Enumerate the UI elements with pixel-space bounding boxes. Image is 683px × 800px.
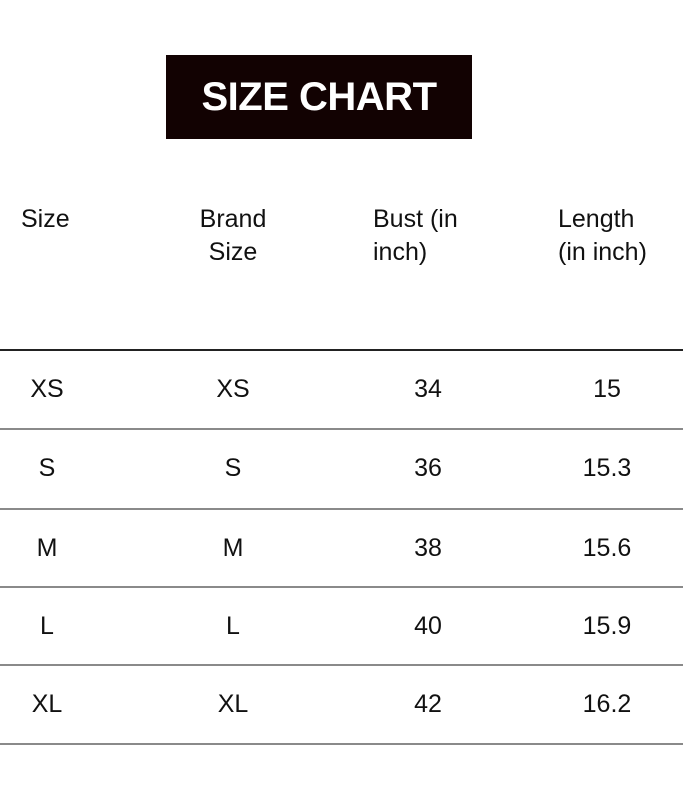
header-brand-size-line1: Brand bbox=[199, 205, 267, 233]
row-divider bbox=[0, 428, 683, 430]
cell-brand-size: L bbox=[226, 612, 240, 640]
cell-length: 15.3 bbox=[582, 454, 632, 482]
header-bust-line2: inch) bbox=[373, 238, 428, 266]
row-divider bbox=[0, 508, 683, 510]
cell-brand-size: XS bbox=[216, 375, 250, 403]
cell-bust: 34 bbox=[414, 375, 442, 403]
cell-length: 15 bbox=[593, 375, 621, 403]
header-length-line1: Length bbox=[558, 205, 635, 233]
cell-size: M bbox=[36, 534, 58, 562]
size-chart-title-banner: SIZE CHART bbox=[166, 55, 472, 139]
header-brand-size: Brand Size bbox=[173, 203, 293, 269]
cell-size: XS bbox=[30, 375, 64, 403]
header-length: Length (in inch) bbox=[558, 203, 647, 269]
cell-size: S bbox=[38, 454, 56, 482]
header-length-line2: (in inch) bbox=[558, 238, 647, 266]
header-size-text: Size bbox=[21, 205, 70, 233]
row-divider bbox=[0, 743, 683, 745]
cell-bust: 40 bbox=[414, 612, 442, 640]
cell-size: L bbox=[40, 612, 54, 640]
row-divider bbox=[0, 586, 683, 588]
cell-bust: 38 bbox=[414, 534, 442, 562]
cell-bust: 36 bbox=[414, 454, 442, 482]
header-divider bbox=[0, 349, 683, 351]
cell-length: 15.9 bbox=[582, 612, 632, 640]
cell-brand-size: XL bbox=[217, 690, 249, 718]
cell-size: XL bbox=[31, 690, 63, 718]
cell-bust: 42 bbox=[414, 690, 442, 718]
row-divider bbox=[0, 664, 683, 666]
cell-brand-size: M bbox=[222, 534, 244, 562]
cell-brand-size: S bbox=[224, 454, 242, 482]
header-brand-size-line2: Size bbox=[208, 238, 258, 266]
header-bust: Bust (in inch) bbox=[373, 203, 458, 269]
size-chart-title: SIZE CHART bbox=[201, 74, 438, 119]
header-bust-line1: Bust (in bbox=[373, 205, 458, 233]
cell-length: 16.2 bbox=[582, 690, 632, 718]
cell-length: 15.6 bbox=[582, 534, 632, 562]
header-size: Size bbox=[21, 203, 70, 236]
